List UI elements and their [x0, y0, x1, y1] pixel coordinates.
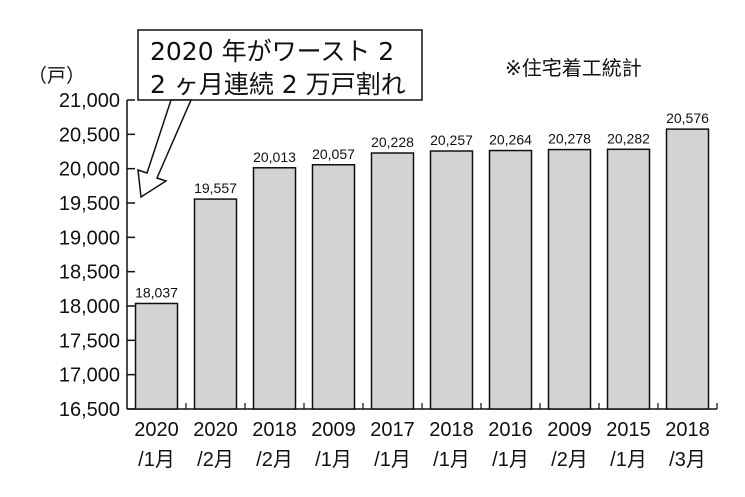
- x-category-month: /2月: [551, 449, 588, 471]
- bar-value-label: 20,257: [430, 132, 473, 148]
- x-category-year: 2009: [311, 419, 356, 441]
- x-category-month: /1月: [610, 449, 647, 471]
- bar: [429, 150, 474, 410]
- bar-value-label: 20,013: [253, 149, 296, 165]
- x-category-month: /2月: [256, 449, 293, 471]
- y-tick-label: 18,000: [59, 296, 120, 318]
- bar: [252, 167, 297, 410]
- x-category-month: /1月: [433, 449, 470, 471]
- x-category-month: /1月: [492, 449, 529, 471]
- bar: [665, 128, 710, 410]
- y-tick-label: 21,000: [59, 90, 120, 112]
- x-category-year: 2018: [665, 419, 710, 441]
- x-category-year: 2020: [193, 419, 238, 441]
- bars: [134, 128, 710, 410]
- bar-value-label: 20,282: [607, 130, 650, 146]
- x-axis-categories: 2020/1月 2020/2月 2018/2月 2009/1月 2017/1月 2018 /…: [134, 419, 710, 471]
- bar-value-label: 20,278: [548, 131, 591, 147]
- x-category-month: /3月: [669, 449, 706, 471]
- bar: [370, 152, 415, 410]
- bar: [547, 148, 592, 410]
- annotation-callout: 2020 年がワースト 2 2 ヶ月連続 2 万戸割れ: [137, 29, 423, 199]
- bar-value-label: 20,576: [666, 110, 709, 126]
- callout-line-2: 2 ヶ月連続 2 万戸割れ: [150, 70, 406, 99]
- y-tick-label: 20,500: [59, 124, 120, 146]
- y-tick-label: 19,000: [59, 227, 120, 249]
- value-labels: 18,037 19,557 20,013 20,057 20,228 20,257 20,2…: [135, 110, 709, 300]
- y-tick-label: 18,500: [59, 262, 120, 284]
- y-tick-label: 17,000: [59, 365, 120, 387]
- callout-arrow: [137, 99, 193, 199]
- bar-value-label: 20,264: [489, 132, 532, 148]
- bar: [606, 148, 651, 410]
- x-category-year: 2017: [370, 419, 415, 441]
- y-tick-label: 19,500: [59, 193, 120, 215]
- bar-value-label: 18,037: [135, 284, 178, 300]
- x-category-year: 2018: [429, 419, 474, 441]
- bar-value-label: 20,228: [371, 134, 414, 150]
- bar: [134, 302, 179, 410]
- x-category-year: 2009: [547, 419, 592, 441]
- source-note: ※住宅着工統計: [505, 56, 642, 80]
- y-tick-label: 20,000: [59, 159, 120, 181]
- bar: [311, 164, 356, 410]
- x-category-year: 2018: [252, 419, 297, 441]
- y-tick-label: 16,500: [59, 399, 120, 421]
- x-category-year: 2015: [606, 419, 651, 441]
- axes: 16,500 17,000 17,500 18,000 18,500 19,000 19,5…: [59, 90, 718, 421]
- y-tick-label: 17,500: [59, 330, 120, 352]
- x-category-month: /1月: [374, 449, 411, 471]
- bar-value-label: 20,057: [312, 146, 355, 162]
- x-category-month: /1月: [138, 449, 175, 471]
- x-category-year: 2020: [134, 419, 179, 441]
- bar-value-label: 19,557: [194, 180, 237, 196]
- bar: [488, 149, 533, 410]
- x-category-month: /1月: [315, 449, 352, 471]
- callout-line-1: 2020 年がワースト 2: [150, 37, 394, 66]
- y-axis-unit: （戸）: [28, 65, 85, 87]
- bar: [193, 198, 238, 410]
- x-category-year: 2016: [488, 419, 533, 441]
- x-category-month: /2月: [197, 449, 234, 471]
- callout-box: [137, 29, 423, 101]
